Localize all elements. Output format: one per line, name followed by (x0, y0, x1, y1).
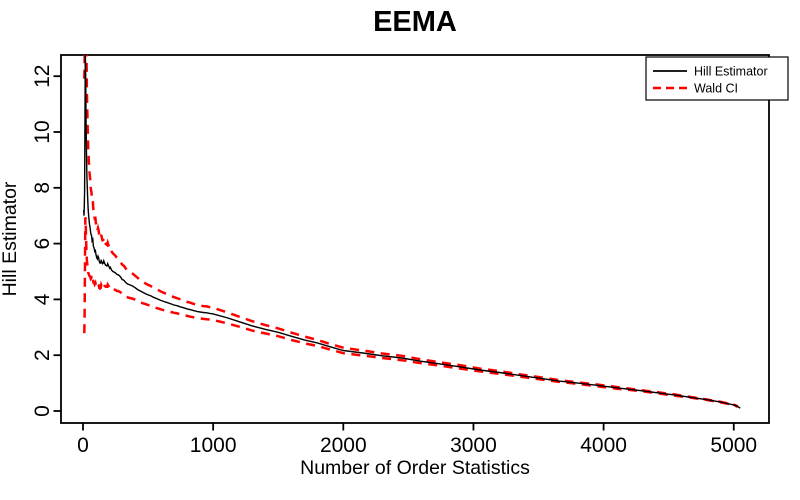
y-tick-label: 8 (31, 182, 54, 194)
y-axis-label: Hill Estimator (0, 181, 21, 296)
hill-estimator-line (83, 55, 741, 409)
legend-label-hill: Hill Estimator (694, 65, 768, 79)
legend: Hill Estimator Wald CI (645, 56, 789, 101)
y-tick-label: 10 (31, 120, 54, 143)
x-axis-label: Number of Order Statistics (300, 457, 530, 479)
legend-label-waldci: Wald CI (694, 82, 738, 96)
y-tick-label: 6 (31, 238, 54, 250)
x-tick-label: 1000 (190, 434, 237, 457)
x-tick-label: 5000 (710, 434, 757, 457)
y-tick-label: 12 (31, 65, 54, 88)
x-tick-label: 3000 (450, 434, 497, 457)
wald-ci-upper-line (83, 55, 739, 408)
chart-title: EEMA (373, 6, 457, 38)
y-tick-label: 0 (31, 405, 54, 417)
y-axis-ticks: 0 2 4 6 8 10 12 (31, 65, 61, 417)
x-tick-label: 2000 (320, 434, 367, 457)
wald-ci-lower-line (83, 216, 739, 408)
y-tick-label: 4 (31, 293, 54, 305)
series-group (83, 55, 741, 409)
y-tick-label: 2 (31, 349, 54, 361)
x-axis-ticks: 0 1000 2000 3000 4000 5000 (77, 423, 757, 457)
x-tick-label: 0 (77, 434, 89, 457)
x-tick-label: 4000 (580, 434, 627, 457)
legend-box (645, 56, 789, 101)
plot-box (60, 54, 770, 424)
